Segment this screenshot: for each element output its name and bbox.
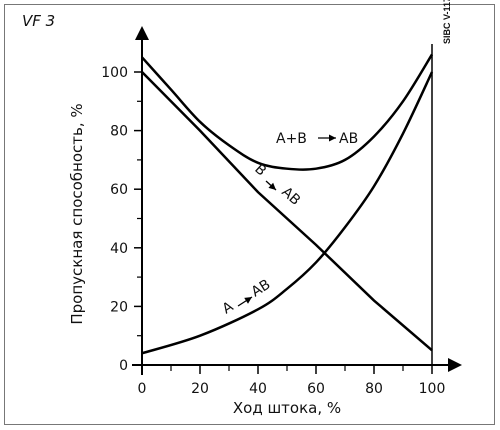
x-tick-label: 80 — [365, 381, 383, 397]
plot-area — [132, 26, 462, 375]
curve-annotations: A+B AB B AB A AB — [220, 131, 359, 317]
y-tick-label: 20 — [110, 299, 128, 315]
annotation-arrow-a-plus-b-head — [329, 134, 336, 142]
x-tick-label: 20 — [191, 381, 209, 397]
y-tick-label: 80 — [110, 124, 128, 140]
y-axis-arrow — [135, 26, 149, 40]
annotation-arrow-b-head — [268, 182, 276, 190]
x-axis-arrow — [448, 358, 462, 372]
annotation-a-plus-b: A+B — [276, 131, 307, 147]
y-tick-label: 60 — [110, 182, 128, 198]
series-line — [141, 53, 434, 171]
x-axis-label: Ход штока, % — [233, 399, 341, 417]
chart-frame-label: VF 3 — [22, 12, 56, 30]
x-tick-label: 40 — [249, 381, 267, 397]
annotation-arrow-a-head — [244, 297, 252, 304]
x-tick-label: 100 — [419, 381, 446, 397]
annotation-a: A — [220, 299, 237, 318]
y-tick-label: 0 — [119, 358, 128, 374]
x-tick-label: 60 — [307, 381, 325, 397]
annotation-b: B — [251, 161, 269, 179]
series-line — [141, 71, 434, 355]
annotation-ab-2: AB — [278, 184, 303, 209]
tick-labels: 0 20 40 60 80 100 0 20 40 60 80 100 — [101, 65, 445, 397]
chart-frame — [4, 4, 495, 425]
y-axis-label: Пропускная способность, % — [68, 103, 86, 324]
y-tick-label: 100 — [101, 65, 128, 81]
annotation-ab-3: AB — [249, 277, 274, 301]
annotation-ab-1: AB — [339, 131, 358, 147]
x-tick-label: 0 — [138, 381, 147, 397]
y-tick-label: 40 — [110, 241, 128, 257]
series-line — [141, 71, 433, 352]
series-lines — [141, 53, 434, 355]
